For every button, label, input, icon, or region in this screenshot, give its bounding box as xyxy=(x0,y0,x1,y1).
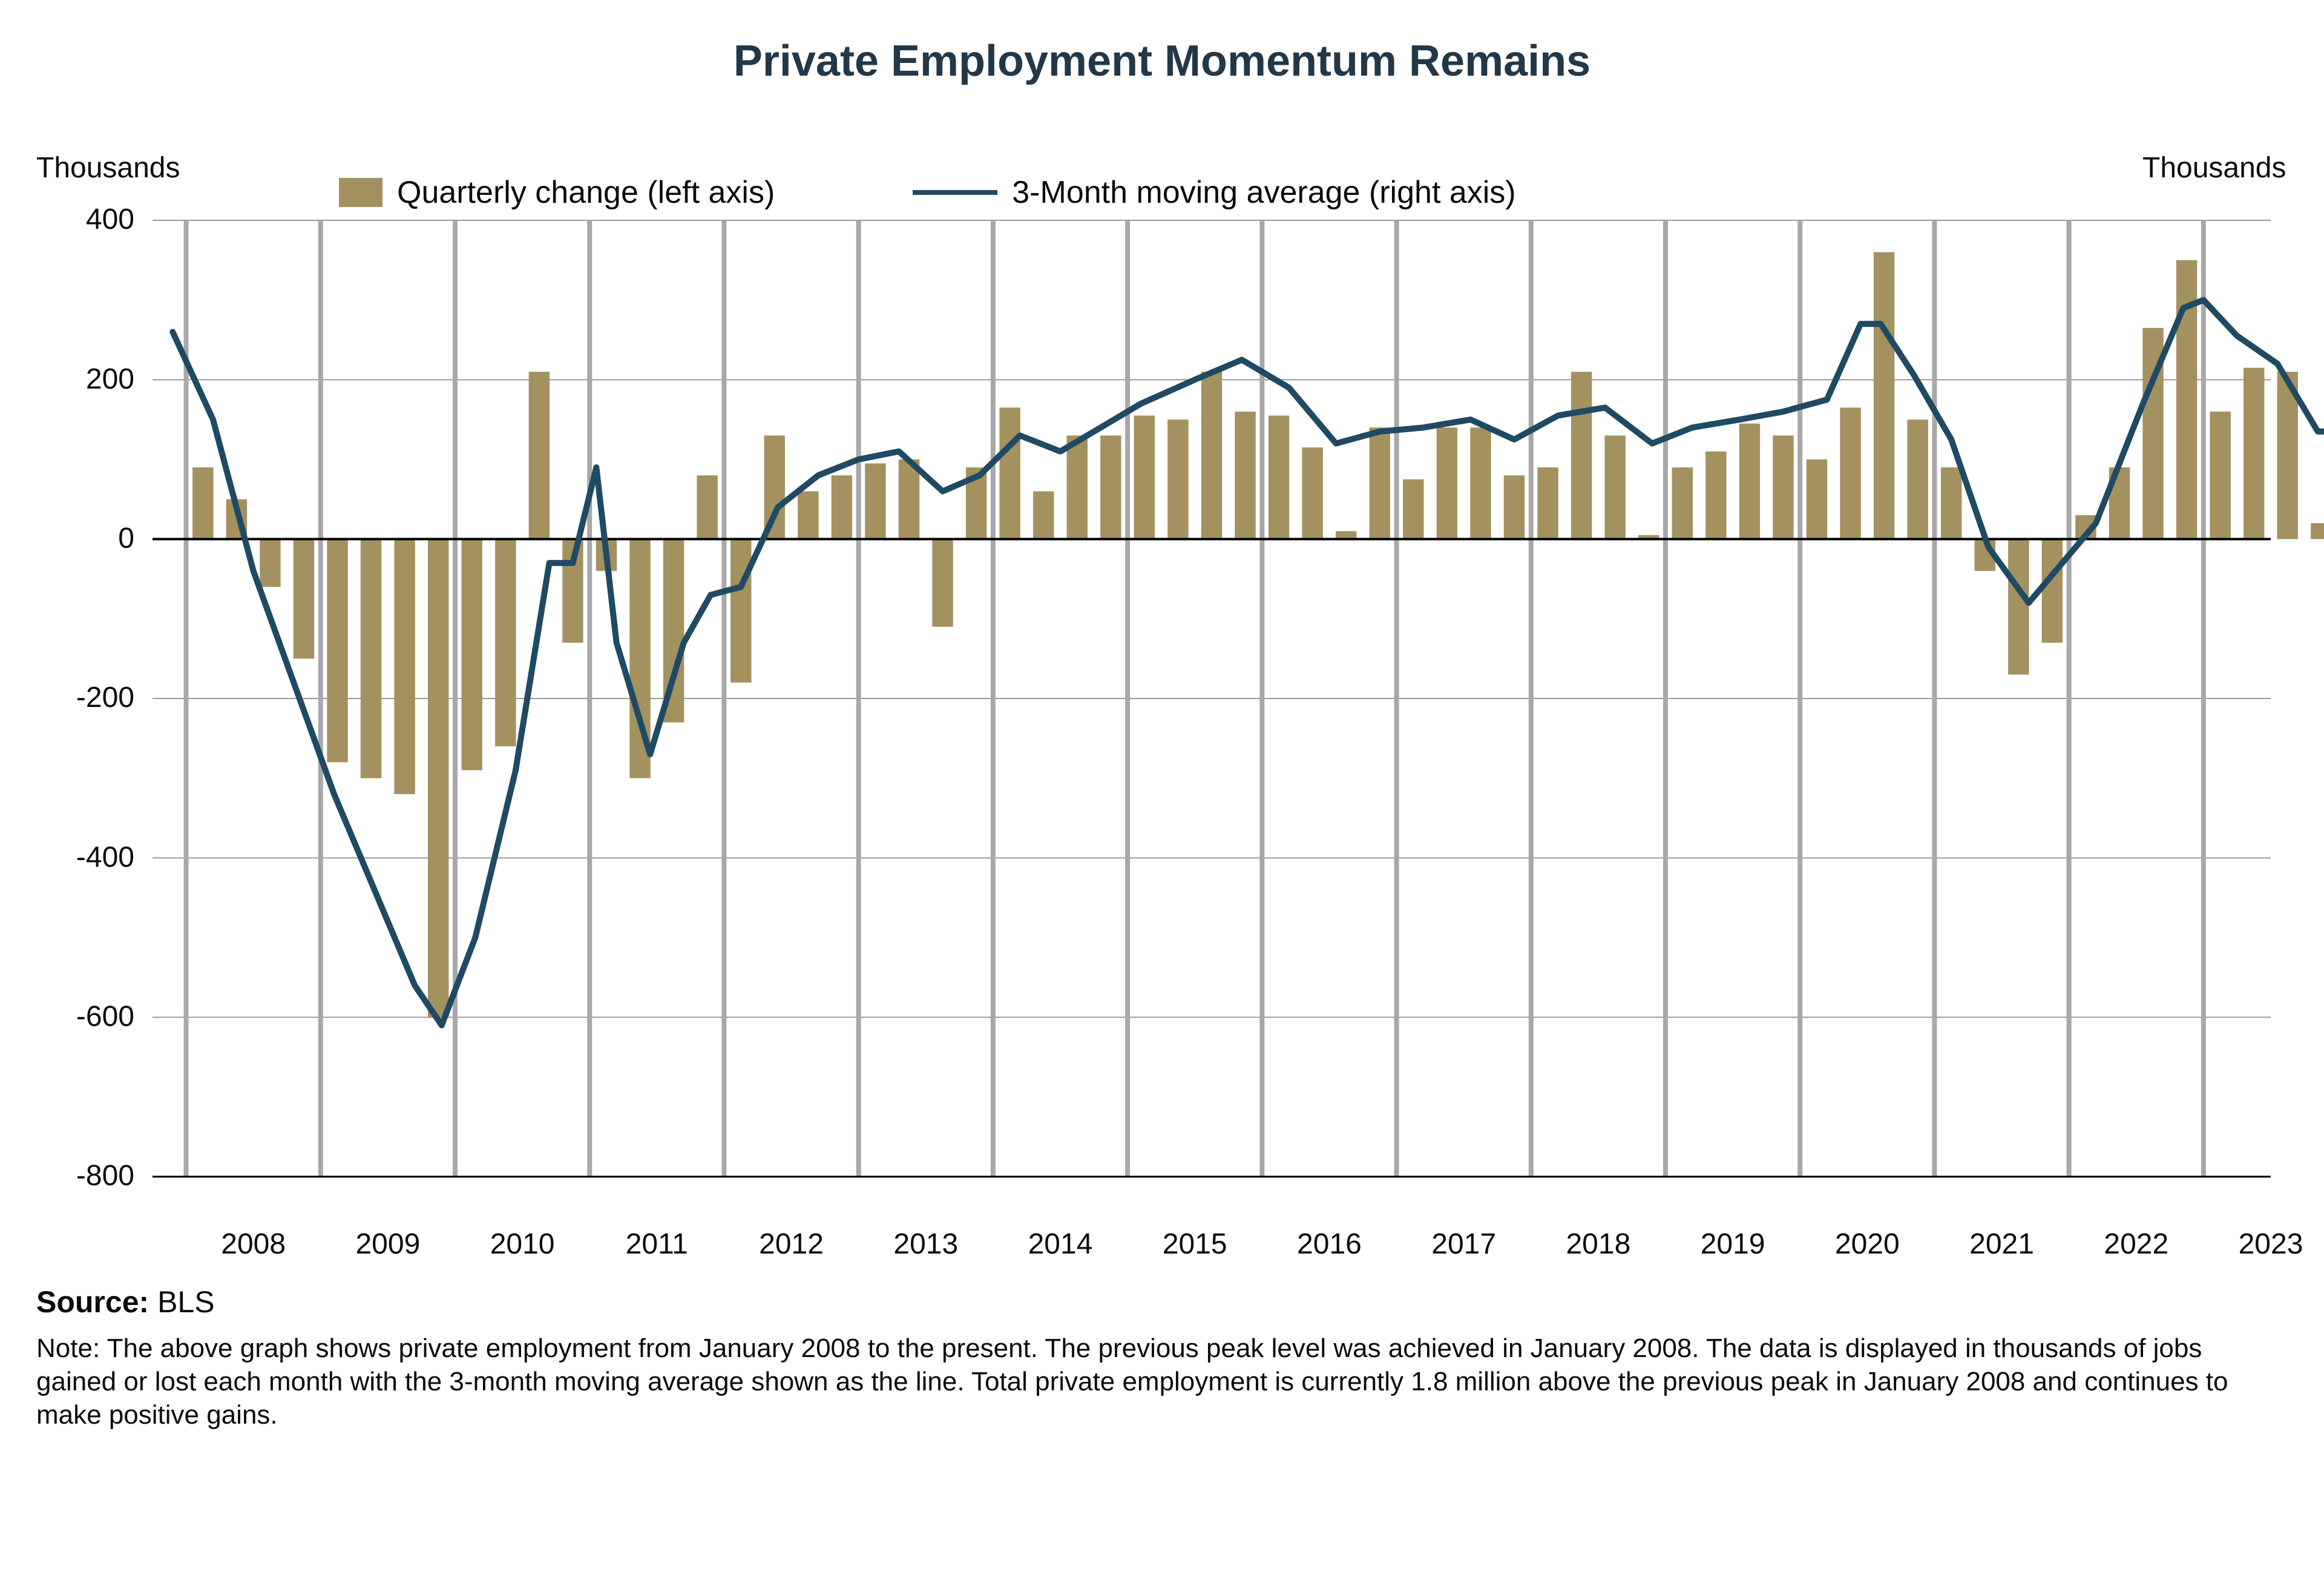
x-tick-label: 2017 xyxy=(1416,1228,1512,1261)
x-tick-label: 2022 xyxy=(2088,1228,2185,1261)
x-tick-label: 2020 xyxy=(1819,1228,1915,1261)
bar xyxy=(529,372,550,539)
bar xyxy=(260,539,280,587)
bar xyxy=(1437,427,1457,539)
bar xyxy=(1235,412,1255,539)
bar xyxy=(1470,427,1491,539)
bar xyxy=(2311,523,2324,539)
y-tick-label: 0 xyxy=(118,522,134,555)
x-tick-label: 2019 xyxy=(1684,1228,1781,1261)
x-tick-label: 2013 xyxy=(878,1228,974,1261)
bar xyxy=(1705,452,1726,539)
bar xyxy=(697,475,717,539)
bar xyxy=(294,539,314,659)
bar xyxy=(1100,436,1121,539)
bar xyxy=(1370,427,1390,539)
bar xyxy=(1537,467,1558,539)
x-tick-label: 2012 xyxy=(743,1228,840,1261)
bar xyxy=(1201,372,1222,539)
bar xyxy=(798,491,818,539)
bar xyxy=(1907,419,1928,539)
footer-source-label: Source: xyxy=(36,1285,157,1319)
bar xyxy=(999,407,1020,539)
bar xyxy=(1504,475,1525,539)
footer-note: Note: The above graph shows private empl… xyxy=(36,1332,2288,1431)
bar xyxy=(1269,416,1289,539)
bar xyxy=(361,539,381,778)
x-tick-label: 2021 xyxy=(1954,1228,2050,1261)
bar xyxy=(394,539,415,794)
bar xyxy=(327,539,347,763)
bar xyxy=(1403,479,1423,539)
bar xyxy=(1941,467,1961,539)
bar xyxy=(1604,436,1625,539)
bar xyxy=(832,475,852,539)
bar xyxy=(2008,539,2029,675)
bar xyxy=(2244,368,2264,539)
y-tick-label: -600 xyxy=(76,1000,134,1033)
bar xyxy=(1302,447,1322,539)
y-tick-label: -400 xyxy=(76,841,134,874)
bar xyxy=(428,539,448,1017)
y-tick-label: -200 xyxy=(76,681,134,714)
bar xyxy=(1739,424,1760,539)
bar xyxy=(1067,436,1088,539)
bar xyxy=(1840,407,1860,539)
bar xyxy=(1672,467,1693,539)
bar xyxy=(1033,491,1054,539)
bar xyxy=(1134,416,1155,539)
x-tick-label: 2016 xyxy=(1281,1228,1377,1261)
bar xyxy=(1571,372,1592,539)
bar xyxy=(865,464,885,539)
bar xyxy=(1874,252,1894,539)
x-tick-label: 2015 xyxy=(1146,1228,1243,1261)
x-tick-label: 2023 xyxy=(2222,1228,2319,1261)
y-tick-label: -800 xyxy=(76,1159,134,1192)
x-tick-label: 2018 xyxy=(1550,1228,1647,1261)
bar xyxy=(932,539,953,627)
x-tick-label: 2010 xyxy=(474,1228,571,1261)
bar xyxy=(495,539,516,746)
footer-source-value: BLS xyxy=(157,1285,215,1319)
bar xyxy=(2042,539,2063,643)
y-tick-label: 400 xyxy=(86,203,134,236)
bar xyxy=(730,539,751,683)
bar xyxy=(192,467,213,539)
x-tick-label: 2008 xyxy=(205,1228,302,1261)
x-tick-label: 2014 xyxy=(1012,1228,1109,1261)
footer-source: Source: BLS xyxy=(36,1283,215,1321)
bar xyxy=(1167,419,1188,539)
bar xyxy=(1807,459,1827,539)
bar xyxy=(462,539,482,771)
bar xyxy=(1773,436,1793,539)
y-tick-label: 200 xyxy=(86,363,134,396)
bar xyxy=(2210,412,2230,539)
x-tick-label: 2009 xyxy=(340,1228,436,1261)
x-tick-label: 2011 xyxy=(608,1228,705,1261)
